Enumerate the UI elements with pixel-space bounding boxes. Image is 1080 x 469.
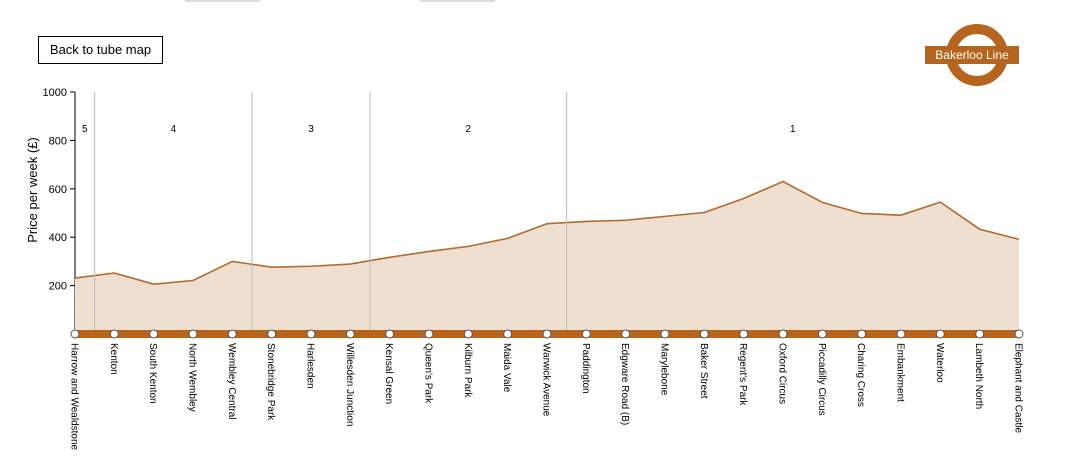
y-tick-label: 600	[49, 184, 67, 196]
station-label: Maida Vale	[501, 343, 512, 393]
zone-label: 1	[790, 124, 796, 135]
station	[896, 329, 906, 339]
station	[581, 329, 591, 339]
zone-label: 5	[82, 124, 88, 135]
station-label: Elephant and Castle	[1013, 343, 1024, 434]
top-bar	[420, 0, 495, 2]
station	[227, 329, 237, 339]
station	[857, 329, 867, 339]
zone-label: 3	[308, 124, 314, 135]
station-label: Wembley Central	[226, 343, 237, 420]
station	[306, 329, 316, 339]
station	[542, 329, 552, 339]
y-tick-label: 800	[49, 135, 67, 147]
station-label: Marylebone	[659, 343, 670, 396]
zone-label: 2	[466, 124, 472, 135]
station-label: Piccadilly Circus	[816, 343, 827, 416]
station-label: Harlesden	[305, 343, 316, 389]
station	[621, 329, 631, 339]
station-label: Regent's Park	[737, 343, 748, 406]
station-label: Edgware Road (B)	[619, 343, 630, 425]
station-label: Warwick Avenue	[541, 343, 552, 417]
station	[385, 329, 395, 339]
back-button[interactable]: Back to tube map	[38, 36, 163, 64]
station	[935, 329, 945, 339]
station	[267, 329, 277, 339]
station	[503, 329, 513, 339]
station	[188, 329, 198, 339]
station-label: Harrow and Wealdstone	[69, 343, 80, 451]
station	[975, 329, 985, 339]
station-label: North Wembley	[187, 343, 198, 412]
station-label: Paddington	[580, 343, 591, 394]
roundel-bar	[925, 46, 1019, 64]
station	[739, 329, 749, 339]
station-label: Kensal Green	[383, 343, 394, 404]
area	[75, 181, 1019, 334]
station-label: Lambeth North	[973, 343, 984, 409]
station-label: Embankment	[895, 343, 906, 402]
station	[1014, 329, 1024, 339]
station	[817, 329, 827, 339]
station-label: Charing Cross	[855, 343, 866, 407]
top-bar	[185, 0, 260, 2]
station	[660, 329, 670, 339]
station	[778, 329, 788, 339]
station	[463, 329, 473, 339]
station-label: Willesden Junction	[344, 343, 355, 426]
station	[345, 329, 355, 339]
y-tick-label: 400	[49, 232, 67, 244]
station	[70, 329, 80, 339]
y-tick-label: 1000	[43, 87, 67, 99]
station-label: Waterloo	[934, 343, 945, 383]
roundel: Bakerloo Line	[925, 24, 1019, 86]
y-axis-label: Price per week (£)	[25, 137, 40, 242]
station	[109, 329, 119, 339]
station-label: Oxford Circus	[777, 343, 788, 404]
station	[699, 329, 709, 339]
station-label: South Kenton	[147, 343, 158, 404]
station-label: Baker Street	[698, 343, 709, 399]
zone-label: 4	[171, 124, 177, 135]
station-label: Queen's Park	[423, 343, 434, 404]
line-name: Bakerloo Line	[935, 48, 1009, 62]
price-line	[74, 180, 1020, 285]
station-label: Kilburn Park	[462, 343, 473, 398]
station	[149, 329, 159, 339]
station-label: Kenton	[108, 343, 119, 375]
y-tick-label: 200	[49, 281, 67, 293]
station-label: Stonebridge Park	[265, 343, 276, 421]
station	[424, 329, 434, 339]
